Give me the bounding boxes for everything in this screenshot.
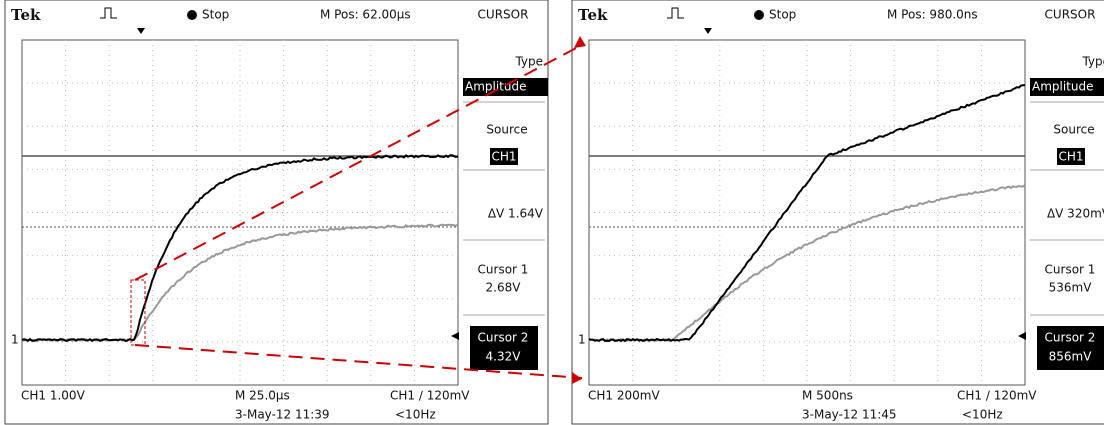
menu-label: Cursor 1 xyxy=(478,263,529,277)
brand: Tek xyxy=(578,6,608,24)
menu-value: 856mV xyxy=(1049,350,1093,364)
menu-label: Cursor 2 xyxy=(478,331,529,345)
date: 3-May-12 11:39 xyxy=(235,408,330,422)
run-icon xyxy=(754,10,764,20)
menu-value: Amplitude xyxy=(1032,80,1094,94)
trigger: CH1 ∕ 120mV xyxy=(957,389,1037,403)
menu-label: Source xyxy=(1053,123,1094,137)
channel-marker: 1 xyxy=(578,333,586,347)
menu-title: CURSOR xyxy=(478,8,529,22)
menu-label: Type xyxy=(514,55,543,69)
menu-label: Type xyxy=(1081,55,1104,69)
trigger: CH1 ∕ 120mV xyxy=(390,389,470,403)
frame xyxy=(5,0,548,424)
position: M Pos: 62.00µs xyxy=(320,8,411,22)
run-icon xyxy=(187,10,197,20)
status: Stop xyxy=(769,8,796,22)
menu-label: Source xyxy=(486,123,527,137)
brand: Tek xyxy=(11,6,41,24)
menu-label: Cursor 1 xyxy=(1045,263,1096,277)
channel: CH1 200mV xyxy=(588,389,660,403)
menu-title: CURSOR xyxy=(1045,8,1096,22)
menu-value: 2.68V xyxy=(486,281,522,295)
oscilloscope: Tek Stop M Pos: 980.0ns CURSOR Type Amplitude… xyxy=(572,0,1104,424)
channel: CH1 1.00V xyxy=(21,389,86,403)
delta: ΔV 1.64V xyxy=(488,207,544,221)
menu-label: Cursor 2 xyxy=(1045,331,1096,345)
freq: <10Hz xyxy=(962,408,1003,422)
menu-value: CH1 xyxy=(1058,150,1083,164)
oscilloscope: TekStopM Pos: 62.00µsCURSORTypeAmplitude… xyxy=(5,0,548,424)
position: M Pos: 980.0ns xyxy=(887,8,978,22)
freq: <10Hz xyxy=(395,408,436,422)
status: Stop xyxy=(202,8,229,22)
delta: ΔV 320mV xyxy=(1047,207,1104,221)
timebase: M 25.0µs xyxy=(235,389,290,403)
timebase: M 500ns xyxy=(802,389,853,403)
menu-value: 536mV xyxy=(1049,281,1093,295)
screenshot: Tek Stop M Pos: 62.00µs CURSOR Type Amplitude… xyxy=(0,0,1104,425)
menu-value: CH1 xyxy=(491,150,516,164)
date: 3-May-12 11:45 xyxy=(802,408,897,422)
menu-value: 4.32V xyxy=(486,350,522,364)
channel-marker: 1 xyxy=(11,333,19,347)
